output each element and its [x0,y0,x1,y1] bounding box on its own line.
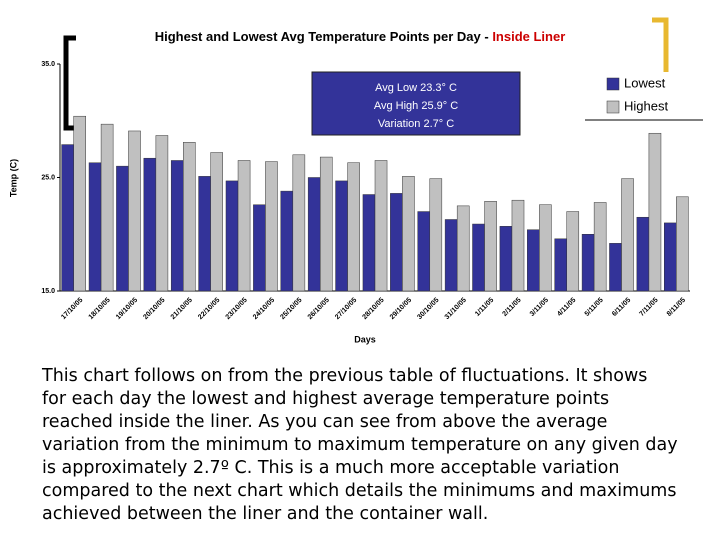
chart-title: Highest and Lowest Avg Temperature Point… [155,29,566,44]
bar [225,180,239,292]
bar [143,157,157,292]
bar [237,160,251,292]
bar [636,216,650,292]
bar [676,196,689,292]
title-highlight: Inside Liner [492,29,565,44]
info-text: Variation 2.7° C [378,118,454,130]
bar [402,176,415,292]
bar [609,243,622,292]
bar [100,123,114,292]
paragraph-line: reached inside the liner. As you can see… [42,412,608,432]
paragraph-line: is approximately 2.7º C. This is a much … [42,458,620,478]
x-tick-label: 22/10/05 [197,297,221,321]
bar [664,222,677,292]
bar [429,178,443,292]
x-tick-label: 2/11/05 [501,297,522,318]
chart: Highest and Lowest Avg Temperature Point… [8,17,703,344]
bar [307,177,321,292]
legend-swatch [606,77,620,91]
bracket [63,35,76,131]
bar [128,130,141,292]
x-tick-label: 24/10/05 [252,297,276,321]
bar [511,199,525,292]
legend-swatch [606,100,620,114]
x-tick-label: 25/10/05 [279,297,303,321]
x-tick-label: 7/11/05 [638,297,659,318]
x-tick-label: 4/11/05 [556,297,577,318]
bar [581,234,595,292]
bar [374,160,388,292]
bar [554,238,567,292]
paragraph-line: for each day the lowest and highest aver… [42,389,610,409]
x-tick-label: 30/10/05 [416,297,440,321]
x-tick-label: 17/10/05 [60,297,84,321]
info-text: Avg High 25.9° C [374,100,458,112]
bar [116,165,129,292]
x-tick-label: 31/10/05 [444,297,468,321]
bar [566,211,580,292]
x-tick-label: 18/10/05 [88,297,112,321]
bar [621,178,634,292]
x-tick-label: 26/10/05 [307,297,331,321]
bar [253,204,266,292]
legend-label: Lowest [624,75,666,90]
title-text: Highest and Lowest Avg Temperature Point… [155,29,489,44]
y-tick-label: 15.0 [41,288,55,295]
bar [183,142,196,292]
legend-box [585,72,703,120]
y-tick-label: 25.0 [41,174,55,181]
bar [347,162,360,292]
paragraph-line: compared to the next chart which details… [42,481,677,501]
x-tick-label: 8/11/05 [666,297,687,318]
paragraph-line: variation from the minimum to maximum te… [42,435,678,455]
x-tick-label: 21/10/05 [170,297,194,321]
x-tick-label: 5/11/05 [584,297,605,318]
x-tick-label: 27/10/05 [334,297,358,321]
bar [362,194,376,292]
legend-label: Highest [624,98,668,113]
bar [484,201,497,292]
paragraph-line: achieved between the liner and the conta… [42,504,489,524]
bar [292,154,306,292]
bar [456,205,470,292]
paragraph: This chart follows on from the previous … [42,365,712,526]
x-tick-label: 6/11/05 [611,297,632,318]
paragraph-line: This chart follows on from the previous … [42,366,648,386]
bar [335,180,348,292]
bar [210,152,223,292]
info-text: Avg Low 23.3° C [375,82,457,94]
bar [155,135,169,292]
bar [593,202,607,292]
bar [198,176,211,292]
bar [472,223,485,292]
bar [539,204,552,292]
bar [499,226,513,292]
x-tick-label: 19/10/05 [115,297,139,321]
y-axis-label: Temp (C) [8,159,18,197]
bar [61,144,74,292]
y-tick-label: 35.0 [41,61,55,68]
x-tick-label: 23/10/05 [225,297,249,321]
info-box [311,71,521,136]
bar [648,132,662,292]
x-tick-label: 29/10/05 [389,297,413,321]
x-tick-label: 28/10/05 [361,297,385,321]
bar [319,156,333,292]
x-axis-label: Days [354,334,376,344]
bar [444,219,458,292]
x-tick-label: 1/11/05 [474,297,495,318]
bar [88,162,102,292]
x-tick-label: 20/10/05 [142,297,166,321]
bar [73,115,86,292]
bar [527,229,540,292]
bar [417,211,431,292]
x-tick-label: 3/11/05 [529,297,550,318]
bar [265,161,278,292]
bar [390,193,403,292]
bar [280,190,294,292]
bar [170,160,184,292]
